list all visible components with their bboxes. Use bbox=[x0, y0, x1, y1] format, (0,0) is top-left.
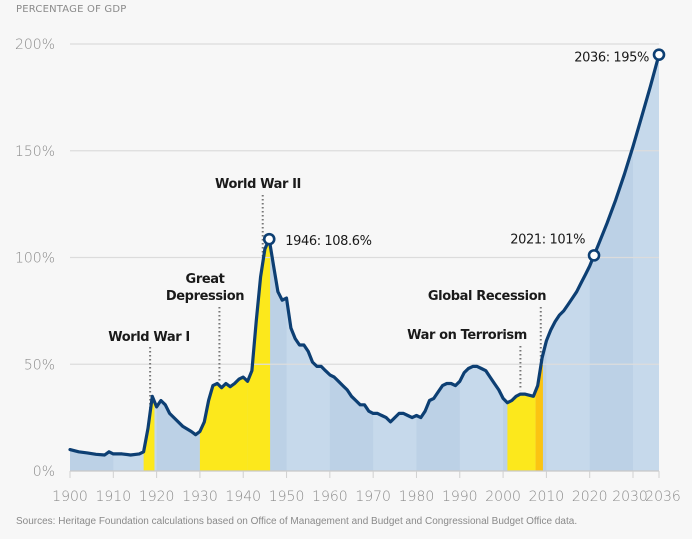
x-tick-label: 1990 bbox=[442, 489, 478, 505]
annotation-gd_line2: Depression bbox=[166, 289, 244, 304]
annotation-ww2: World War II bbox=[215, 177, 301, 192]
highlight-global-recession bbox=[535, 54, 543, 471]
point-label: 1946: 108.6% bbox=[285, 234, 371, 249]
y-tick-label: 0% bbox=[33, 464, 55, 480]
point-label: 2036: 195% bbox=[574, 51, 649, 66]
data-point-marker bbox=[652, 48, 666, 61]
y-tick-label: 200% bbox=[15, 37, 55, 53]
highlight-world-war-i bbox=[143, 54, 155, 471]
x-tick-label: 1960 bbox=[312, 489, 348, 505]
highlight-world-war-ii bbox=[247, 54, 271, 471]
x-tick-label: 2020 bbox=[572, 489, 608, 505]
x-tick-label: 1910 bbox=[95, 489, 131, 505]
x-tick-label: 1930 bbox=[182, 489, 218, 505]
x-tick-label: 1980 bbox=[399, 489, 435, 505]
y-tick-label: 50% bbox=[24, 357, 55, 373]
decade-band bbox=[156, 54, 201, 471]
decade-band bbox=[459, 54, 504, 471]
annotation-gr: Global Recession bbox=[428, 289, 546, 304]
decade-band bbox=[373, 54, 417, 471]
decade-band bbox=[70, 54, 114, 471]
highlight-war-on-terrorism bbox=[507, 54, 536, 471]
debt-line bbox=[68, 53, 661, 457]
decade-band bbox=[546, 54, 591, 471]
y-axis-title: PERCENTAGE OF GDP bbox=[16, 4, 127, 15]
decade-band bbox=[286, 54, 331, 471]
x-tick-label: 2000 bbox=[485, 489, 521, 505]
decade-band bbox=[416, 54, 461, 471]
x-tick-label: 1900 bbox=[52, 489, 88, 505]
debt-chart: 1900 1910 1920 1930 1940 1950 1960 1970 1980 1990… bbox=[15, 37, 681, 505]
x-tick-label: 1950 bbox=[269, 489, 305, 505]
data-point-marker bbox=[587, 249, 601, 262]
y-tick-label: 100% bbox=[15, 251, 55, 267]
x-tick-label: 2010 bbox=[529, 489, 565, 505]
y-tick-label: 150% bbox=[15, 144, 55, 160]
annotation-wot: War on Terrorism bbox=[407, 328, 527, 343]
annotation-gd_line1: Great bbox=[186, 272, 225, 287]
annotation-ww1: World War I bbox=[108, 330, 190, 345]
x-tick-label: 1920 bbox=[139, 489, 175, 505]
x-tick-label: 2030 bbox=[612, 489, 648, 505]
source-note: Sources: Heritage Foundation calculation… bbox=[16, 516, 578, 527]
x-tick-label: 2036 bbox=[645, 489, 681, 505]
point-label: 2021: 101% bbox=[510, 232, 585, 247]
decade-band bbox=[329, 54, 374, 471]
x-tick-label: 1970 bbox=[355, 489, 391, 505]
x-tick-label: 1940 bbox=[225, 489, 261, 505]
data-point-marker bbox=[262, 232, 276, 246]
